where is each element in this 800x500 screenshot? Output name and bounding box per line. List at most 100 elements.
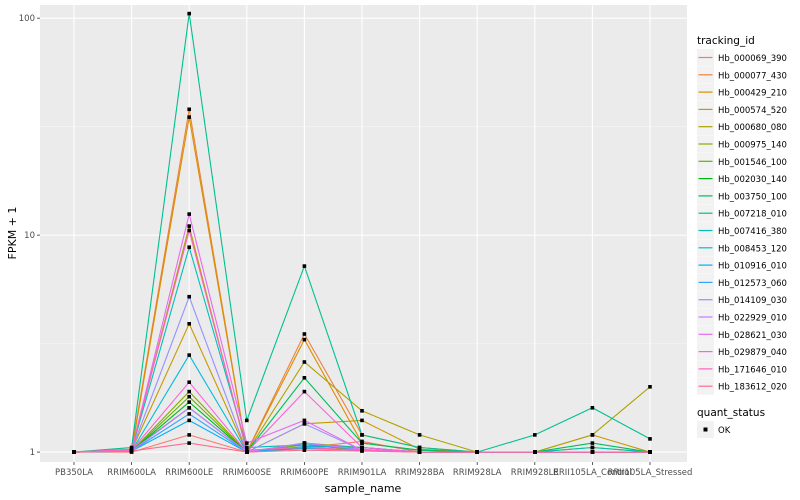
data-point [187,394,191,399]
x-axis: PB350LA RRIM600LA RRIM600LE RRIM600SE RRIM60… [55,462,692,478]
data-point [187,322,191,326]
data-point [187,224,191,228]
legend-label: Hb_001546_100 [718,158,787,168]
legend-label: Hb_000975_140 [718,141,787,151]
legend-label: Hb_000429_210 [718,89,787,99]
data-point [302,445,307,450]
data-point [360,418,364,423]
data-point [187,412,191,416]
data-point [590,445,595,450]
legend-quant-title: quant_status [697,407,765,419]
data-point [187,294,191,299]
legend-label: Hb_007218_010 [718,210,787,220]
data-point [590,406,595,410]
data-point [360,441,364,445]
data-point [417,448,422,452]
data-point [417,433,422,437]
x-tick-label: PB350LA [55,468,93,478]
legend-label: Hb_000069_390 [718,54,787,64]
x-tick-label: RRIM901LA [338,468,387,478]
legend-label: Hb_183612_020 [718,383,787,393]
data-points [72,11,652,454]
data-point [648,385,652,389]
data-point [187,433,191,437]
data-point [302,418,307,423]
data-point [302,264,307,268]
data-point [417,450,422,454]
data-point [302,360,307,364]
y-axis-title: FPKM + 1 [6,207,19,260]
x-tick-label: RRII105LA_Control [553,468,632,478]
data-point [590,441,595,445]
data-point [72,450,76,454]
x-tick-label: RRIM928LE [511,468,559,478]
x-tick-label: RRIM928LA [453,468,502,478]
x-tick-label: RRIM600LA [107,468,156,478]
data-point [187,380,191,384]
legend-label: Hb_000077_430 [718,71,787,81]
legend-label: Hb_022929_010 [718,314,787,324]
legend-quant-label: OK [718,426,731,436]
x-tick-label: RRIM600PE [280,468,328,478]
data-point [187,107,191,112]
data-point [417,445,422,450]
data-point [187,441,191,445]
data-point [187,245,191,249]
legend: tracking_id Hb_000069_390 Hb_000077_430 Hb… [697,35,787,438]
data-point [590,433,595,437]
data-point [302,332,307,336]
data-point [187,418,191,423]
data-point [245,445,249,450]
data-point [187,406,191,410]
y-tick-label: 10 [24,231,35,241]
data-point [187,353,191,357]
legend-label: Hb_029879_040 [718,348,787,358]
grid [40,5,687,462]
legend-label: Hb_008453_120 [718,244,787,254]
legend-label: Hb_028621_030 [718,331,787,341]
x-tick-label: RRII105LA_Stressed [608,468,693,478]
data-point [648,450,652,454]
legend-label: Hb_003750_100 [718,192,787,202]
data-point [187,228,191,233]
data-point [648,437,652,441]
data-point [302,337,307,342]
legend-label: Hb_010916_010 [718,262,787,272]
legend-label: Hb_014109_030 [718,296,787,306]
x-tick-label: RRIM928BA [395,468,445,478]
data-point [360,433,364,437]
data-point [302,422,307,426]
data-point [590,450,595,454]
y-tick-label: 1 [30,448,35,458]
data-point [187,212,191,216]
x-axis-title: sample_name [325,482,402,495]
legend-label: Hb_000574_520 [718,106,787,116]
data-point [187,11,191,16]
data-point [475,450,479,454]
x-tick-label: RRIM600LE [165,468,213,478]
x-tick-label: RRIM600SE [222,468,271,478]
legend-label: Hb_171646_010 [718,365,787,375]
data-point [360,409,364,413]
data-point [245,448,249,452]
data-point [302,448,307,452]
data-point [533,433,537,437]
plot-panel [40,5,687,462]
data-point [187,389,191,394]
data-point [360,449,364,453]
data-point [187,115,191,119]
y-axis: 1 10 100 [19,14,40,458]
data-point [245,450,249,454]
data-point [245,418,249,423]
data-point [533,450,537,454]
data-point [302,441,307,445]
legend-label: Hb_002030_140 [718,175,787,185]
legend-title: tracking_id [697,35,755,47]
legend-label: Hb_012573_060 [718,279,787,289]
data-point [302,376,307,380]
data-point [187,400,191,404]
legend-label: Hb_007416_380 [718,227,787,237]
data-point [245,441,249,445]
data-point [360,445,364,450]
